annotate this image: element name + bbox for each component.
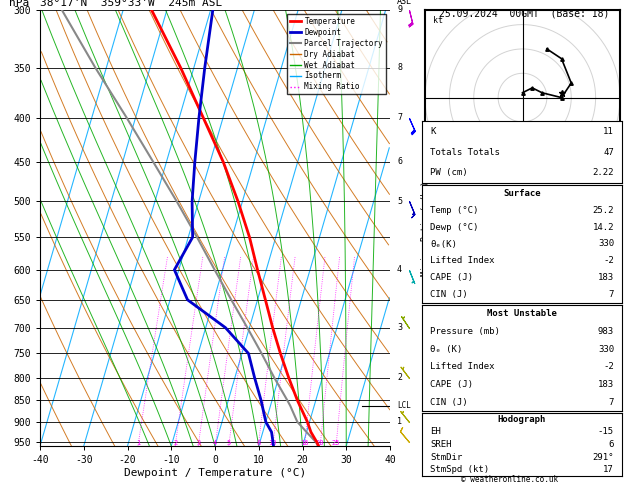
Text: θₑ (K): θₑ (K) — [430, 345, 462, 354]
Text: 2: 2 — [397, 373, 402, 382]
Text: 5: 5 — [226, 440, 231, 446]
Text: 183: 183 — [598, 273, 614, 282]
Text: 6: 6 — [397, 157, 402, 167]
Text: CAPE (J): CAPE (J) — [430, 380, 473, 389]
Text: 291°: 291° — [593, 452, 614, 462]
Text: 4: 4 — [213, 440, 218, 446]
Text: Lifted Index: Lifted Index — [430, 256, 494, 265]
Text: Temp (°C): Temp (°C) — [430, 206, 479, 215]
Text: 11: 11 — [603, 127, 614, 136]
Text: K: K — [430, 127, 435, 136]
Text: LCL: LCL — [397, 401, 411, 410]
Text: PW (cm): PW (cm) — [430, 168, 467, 177]
Text: EH: EH — [430, 427, 441, 436]
Text: kt: kt — [433, 16, 443, 25]
Text: 16: 16 — [301, 440, 309, 446]
Text: Pressure (mb): Pressure (mb) — [430, 327, 500, 336]
Text: 25: 25 — [332, 440, 340, 446]
Text: 7: 7 — [609, 398, 614, 407]
Text: CIN (J): CIN (J) — [430, 290, 467, 299]
Text: 330: 330 — [598, 345, 614, 354]
Text: 5: 5 — [397, 197, 402, 206]
Text: Dewp (°C): Dewp (°C) — [430, 223, 479, 232]
Text: 330: 330 — [598, 240, 614, 248]
Text: SREH: SREH — [430, 440, 452, 449]
Text: 3: 3 — [196, 440, 201, 446]
Text: -15: -15 — [598, 427, 614, 436]
Text: CIN (J): CIN (J) — [430, 398, 467, 407]
Text: 1: 1 — [136, 440, 140, 446]
Text: 10: 10 — [269, 440, 277, 446]
Text: 14.2: 14.2 — [593, 223, 614, 232]
Text: 8: 8 — [397, 63, 402, 72]
Text: 8: 8 — [256, 440, 260, 446]
Text: 7: 7 — [397, 113, 402, 122]
Text: hPa: hPa — [9, 0, 29, 8]
Text: km
ASL: km ASL — [397, 0, 412, 6]
Text: Most Unstable: Most Unstable — [487, 309, 557, 318]
Text: Totals Totals: Totals Totals — [430, 147, 500, 156]
Text: Surface: Surface — [503, 189, 541, 198]
Text: -2: -2 — [603, 256, 614, 265]
Text: Lifted Index: Lifted Index — [430, 363, 494, 371]
Text: 38°17'N  359°33'W  245m ASL: 38°17'N 359°33'W 245m ASL — [40, 0, 222, 8]
Text: 47: 47 — [603, 147, 614, 156]
Text: © weatheronline.co.uk: © weatheronline.co.uk — [461, 474, 558, 484]
Text: Hodograph: Hodograph — [498, 415, 546, 424]
Text: 4: 4 — [397, 265, 402, 274]
Text: 25.2: 25.2 — [593, 206, 614, 215]
Text: 9: 9 — [397, 5, 402, 15]
Text: 2.22: 2.22 — [593, 168, 614, 177]
Text: 6: 6 — [609, 440, 614, 449]
Text: θₑ(K): θₑ(K) — [430, 240, 457, 248]
Text: StmDir: StmDir — [430, 452, 462, 462]
Text: 1: 1 — [397, 417, 402, 426]
Text: 3: 3 — [397, 323, 402, 332]
Text: -2: -2 — [603, 363, 614, 371]
Legend: Temperature, Dewpoint, Parcel Trajectory, Dry Adiabat, Wet Adiabat, Isotherm, Mi: Temperature, Dewpoint, Parcel Trajectory… — [287, 14, 386, 94]
Text: 183: 183 — [598, 380, 614, 389]
Text: 25.09.2024  00GMT  (Base: 18): 25.09.2024 00GMT (Base: 18) — [439, 8, 610, 18]
X-axis label: Dewpoint / Temperature (°C): Dewpoint / Temperature (°C) — [124, 468, 306, 478]
Text: 17: 17 — [603, 465, 614, 474]
Text: StmSpd (kt): StmSpd (kt) — [430, 465, 489, 474]
Text: 2: 2 — [173, 440, 177, 446]
Text: 983: 983 — [598, 327, 614, 336]
Text: 7: 7 — [609, 290, 614, 299]
Text: 20: 20 — [316, 440, 325, 446]
Text: Mixing Ratio (g/kg): Mixing Ratio (g/kg) — [421, 180, 430, 276]
Text: CAPE (J): CAPE (J) — [430, 273, 473, 282]
